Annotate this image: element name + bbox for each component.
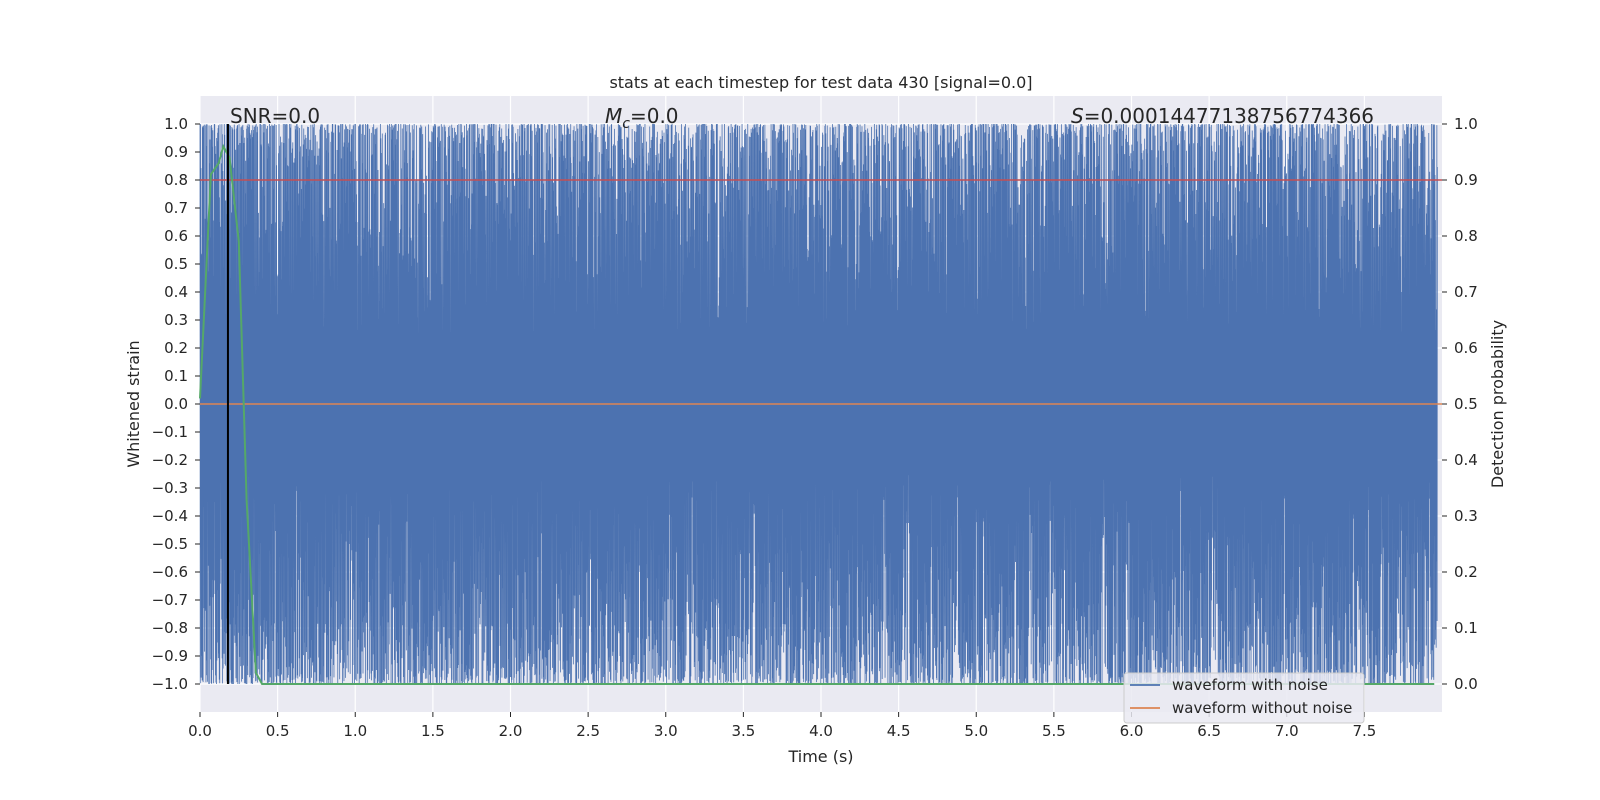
chirp-mass-symbol: M — [605, 104, 622, 128]
y2-axis-label: Detection probability — [1488, 320, 1507, 488]
y-tick-label: 0.2 — [164, 339, 188, 357]
y-tick-label: 0.6 — [164, 227, 188, 245]
y-tick-label: −0.1 — [152, 423, 188, 441]
x-tick-label: 6.0 — [1120, 722, 1144, 740]
chirp-mass-value: =0.0 — [630, 104, 679, 128]
s-value: =0.00014477138756774366 — [1084, 104, 1374, 128]
snr-annotation: SNR=0.0 — [230, 104, 320, 128]
y-tick-label: 0.3 — [164, 311, 188, 329]
y-tick-label: 0.5 — [164, 255, 188, 273]
x-axis-label: Time (s) — [787, 747, 853, 766]
y-axis-label: Whitened strain — [124, 340, 143, 467]
y-tick-label: 1.0 — [164, 115, 188, 133]
x-tick-label: 5.0 — [964, 722, 988, 740]
x-tick-label: 2.5 — [576, 722, 600, 740]
y-tick-label: −0.3 — [152, 479, 188, 497]
x-tick-label: 6.5 — [1197, 722, 1221, 740]
waveform-with-noise-line — [199, 123, 1438, 685]
y2-tick-label: 0.7 — [1454, 283, 1478, 301]
x-axis-ticks: 0.0 0.5 1.0 1.5 2.0 2.5 3.0 3.5 4.0 4.5 5.0 5.5 6.0 6… — [188, 712, 1376, 740]
y2-tick-label: 0.3 — [1454, 507, 1478, 525]
y-tick-label: 0.0 — [164, 395, 188, 413]
chart-title: stats at each timestep for test data 430… — [609, 73, 1032, 92]
y-tick-label: 0.9 — [164, 143, 188, 161]
x-tick-label: 1.0 — [343, 722, 367, 740]
detection-probability-line — [199, 143, 1435, 685]
y-tick-label: −0.9 — [152, 647, 188, 665]
y2-tick-label: 1.0 — [1454, 115, 1478, 133]
y2-axis-ticks: 1.0 0.9 0.8 0.7 0.6 0.5 0.4 0.3 0.2 0.1 0.0 — [1442, 115, 1478, 693]
y-tick-label: 0.4 — [164, 283, 188, 301]
x-tick-label: 0.0 — [188, 722, 212, 740]
x-tick-label: 4.5 — [887, 722, 911, 740]
y-tick-label: −0.7 — [152, 591, 188, 609]
waveform-with-noise — [199, 123, 1438, 685]
y-tick-label: −0.4 — [152, 507, 188, 525]
x-tick-label: 3.5 — [731, 722, 755, 740]
x-tick-label: 1.5 — [421, 722, 445, 740]
s-symbol: S — [1071, 104, 1084, 128]
x-tick-label: 7.5 — [1352, 722, 1376, 740]
y2-tick-label: 0.1 — [1454, 619, 1478, 637]
lines-layer — [199, 124, 1442, 685]
chirp-mass-subscript: c — [622, 116, 630, 132]
legend-label-noise: waveform with noise — [1172, 676, 1328, 694]
x-tick-label: 0.5 — [266, 722, 290, 740]
y-tick-label: 0.8 — [164, 171, 188, 189]
legend-label-clean: waveform without noise — [1172, 699, 1352, 717]
x-tick-label: 7.0 — [1275, 722, 1299, 740]
s-annotation: S=0.00014477138756774366 — [1071, 104, 1374, 128]
y2-tick-label: 0.0 — [1454, 675, 1478, 693]
y2-tick-label: 0.4 — [1454, 451, 1478, 469]
y-tick-label: 0.1 — [164, 367, 188, 385]
y2-tick-label: 0.6 — [1454, 339, 1478, 357]
legend: waveform with noise waveform without noi… — [1123, 672, 1365, 724]
x-tick-label: 4.0 — [809, 722, 833, 740]
y-tick-label: −1.0 — [152, 675, 188, 693]
x-tick-label: 2.0 — [499, 722, 523, 740]
y2-tick-label: 0.5 — [1454, 395, 1478, 413]
y-tick-label: −0.5 — [152, 535, 188, 553]
y-axis-ticks: 1.0 0.9 0.8 0.7 0.6 0.5 0.4 0.3 0.2 0.1 0.0 −0.1 −0.… — [152, 115, 200, 693]
y-tick-label: −0.2 — [152, 451, 188, 469]
y-tick-label: −0.6 — [152, 563, 188, 581]
y-tick-label: 0.7 — [164, 199, 188, 217]
x-tick-label: 5.5 — [1042, 722, 1066, 740]
x-tick-label: 3.0 — [654, 722, 678, 740]
y2-tick-label: 0.8 — [1454, 227, 1478, 245]
y2-tick-label: 0.2 — [1454, 563, 1478, 581]
legend-box — [1123, 672, 1365, 724]
chirp-mass-annotation: Mc=0.0 — [605, 104, 679, 132]
y2-tick-label: 0.9 — [1454, 171, 1478, 189]
y-tick-label: −0.8 — [152, 619, 188, 637]
